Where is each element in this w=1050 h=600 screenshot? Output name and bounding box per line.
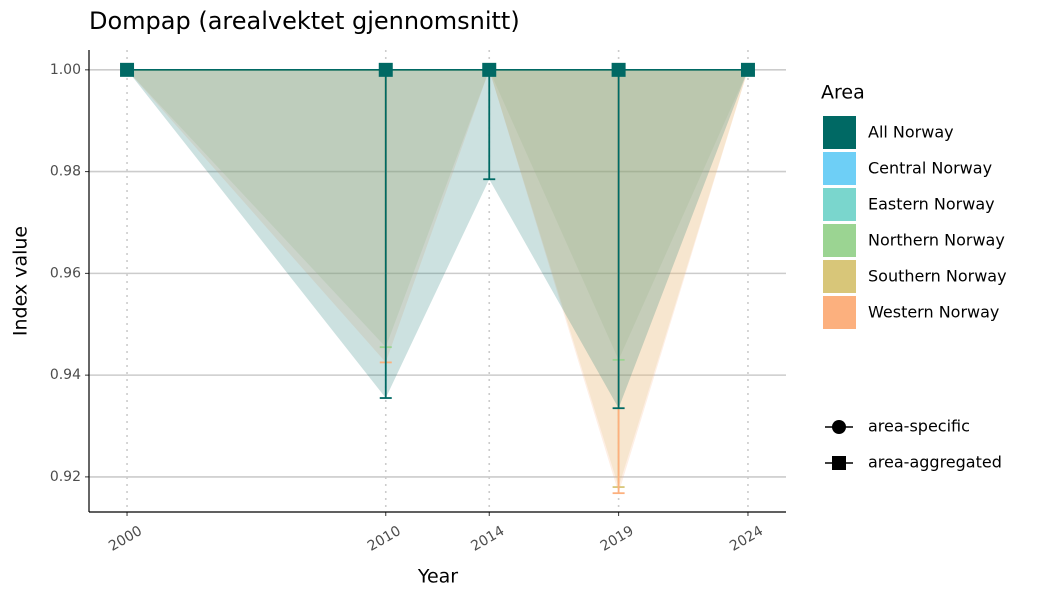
chart-title: Dompap (arealvektet gjennomsnitt) xyxy=(89,7,520,35)
x-axis-title: Year xyxy=(417,566,458,588)
legend-swatch xyxy=(823,152,856,185)
x-tick-label: 2010 xyxy=(365,523,404,555)
ribbon xyxy=(127,69,748,488)
y-tick-label: 0.98 xyxy=(50,164,81,180)
x-tick-label: 2019 xyxy=(598,523,637,555)
legend-key xyxy=(832,456,846,470)
point xyxy=(482,62,497,77)
legend-label: area-specific xyxy=(868,417,970,436)
legend-label: Eastern Norway xyxy=(868,195,995,214)
legend-label: All Norway xyxy=(868,123,954,142)
point xyxy=(120,62,135,77)
y-tick-label: 0.96 xyxy=(50,265,81,281)
point xyxy=(740,62,755,77)
legend-swatch xyxy=(823,224,856,257)
y-axis-title: Index value xyxy=(10,226,32,336)
legend-swatch xyxy=(823,116,856,149)
legend-swatch xyxy=(823,188,856,221)
legend-swatch xyxy=(823,260,856,293)
legend-label: area-aggregated xyxy=(868,453,1002,472)
y-tick-label: 0.92 xyxy=(50,469,81,485)
point xyxy=(378,62,393,77)
legend-label: Central Norway xyxy=(868,159,992,178)
ribbon xyxy=(127,69,748,494)
legend-label: Northern Norway xyxy=(868,231,1005,250)
legend-title: Area xyxy=(821,82,865,104)
legend-swatch xyxy=(823,296,856,329)
y-tick-label: 0.94 xyxy=(50,367,81,383)
x-tick-label: 2000 xyxy=(106,523,145,555)
x-tick-label: 2024 xyxy=(727,523,766,555)
legend-key xyxy=(832,420,846,434)
point xyxy=(611,62,626,77)
ribbon xyxy=(127,69,748,360)
ribbon xyxy=(127,69,748,409)
legend-label: Southern Norway xyxy=(868,267,1007,286)
legend-label: Western Norway xyxy=(868,303,999,322)
y-tick-label: 1.00 xyxy=(50,62,81,78)
x-tick-label: 2014 xyxy=(468,523,507,555)
